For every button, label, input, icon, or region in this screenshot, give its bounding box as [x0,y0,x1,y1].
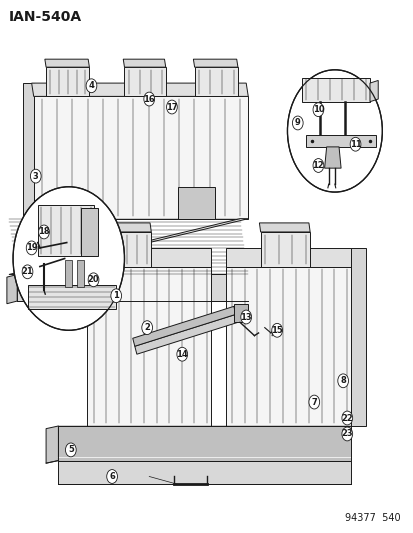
Circle shape [30,169,41,183]
Polygon shape [233,304,248,322]
Circle shape [349,138,360,151]
Text: 1: 1 [113,291,119,300]
Text: 13: 13 [240,312,252,321]
Text: 9: 9 [294,118,300,127]
Text: 11: 11 [349,140,361,149]
Text: 2: 2 [144,323,150,332]
Text: 16: 16 [143,94,155,103]
Text: 15: 15 [271,326,282,335]
Polygon shape [9,219,248,274]
Text: 18: 18 [38,228,50,237]
Text: 7: 7 [311,398,316,407]
Circle shape [111,289,121,303]
Bar [77,260,84,287]
Circle shape [292,116,302,130]
Polygon shape [87,266,211,426]
Circle shape [312,159,323,172]
Text: 12: 12 [312,161,323,170]
Polygon shape [259,223,309,232]
Polygon shape [17,274,248,301]
Circle shape [13,187,124,330]
Polygon shape [58,426,351,461]
Polygon shape [225,266,351,426]
Polygon shape [27,285,116,309]
Circle shape [308,395,319,409]
Text: 94377  540: 94377 540 [344,513,400,523]
Polygon shape [31,83,248,96]
Circle shape [176,348,187,361]
Circle shape [142,321,152,335]
Text: 17: 17 [166,102,177,111]
Polygon shape [225,248,351,266]
Circle shape [88,273,99,287]
Polygon shape [102,232,151,266]
Circle shape [65,443,76,457]
Text: 23: 23 [341,430,352,439]
Polygon shape [33,96,248,219]
Bar [64,260,72,287]
Text: 20: 20 [88,275,99,284]
Circle shape [341,427,352,441]
Text: 4: 4 [88,81,94,90]
Polygon shape [87,248,211,266]
Polygon shape [7,274,17,304]
Text: 22: 22 [341,414,352,423]
Circle shape [240,310,251,324]
Circle shape [166,100,177,114]
Polygon shape [194,67,237,96]
Polygon shape [193,59,237,67]
Circle shape [312,103,323,117]
Circle shape [271,324,282,337]
Text: 19: 19 [26,244,37,253]
Polygon shape [123,59,165,67]
Polygon shape [38,205,93,256]
Circle shape [144,92,154,106]
Circle shape [86,79,97,93]
Polygon shape [351,248,365,426]
Circle shape [337,374,348,387]
Polygon shape [178,187,215,219]
Circle shape [341,411,352,425]
Circle shape [26,241,37,255]
Polygon shape [369,80,377,102]
Circle shape [287,70,382,192]
Polygon shape [305,135,375,147]
Text: 10: 10 [312,105,323,114]
Polygon shape [58,461,351,484]
Circle shape [107,470,117,483]
Polygon shape [100,223,151,232]
Polygon shape [324,147,340,168]
Polygon shape [124,67,165,96]
Circle shape [38,225,49,239]
Polygon shape [46,67,89,96]
Circle shape [22,265,33,279]
Text: 14: 14 [176,350,188,359]
Polygon shape [133,306,235,346]
Text: 3: 3 [33,172,38,181]
Text: 5: 5 [68,446,74,455]
Polygon shape [46,426,58,463]
Polygon shape [260,232,309,266]
Text: 6: 6 [109,472,115,481]
Text: 21: 21 [21,268,33,276]
Polygon shape [81,208,97,256]
Text: IAN-540A: IAN-540A [9,10,82,25]
Polygon shape [301,78,369,102]
Polygon shape [135,314,237,354]
Polygon shape [45,59,89,67]
Polygon shape [23,83,33,219]
Text: 8: 8 [339,376,345,385]
